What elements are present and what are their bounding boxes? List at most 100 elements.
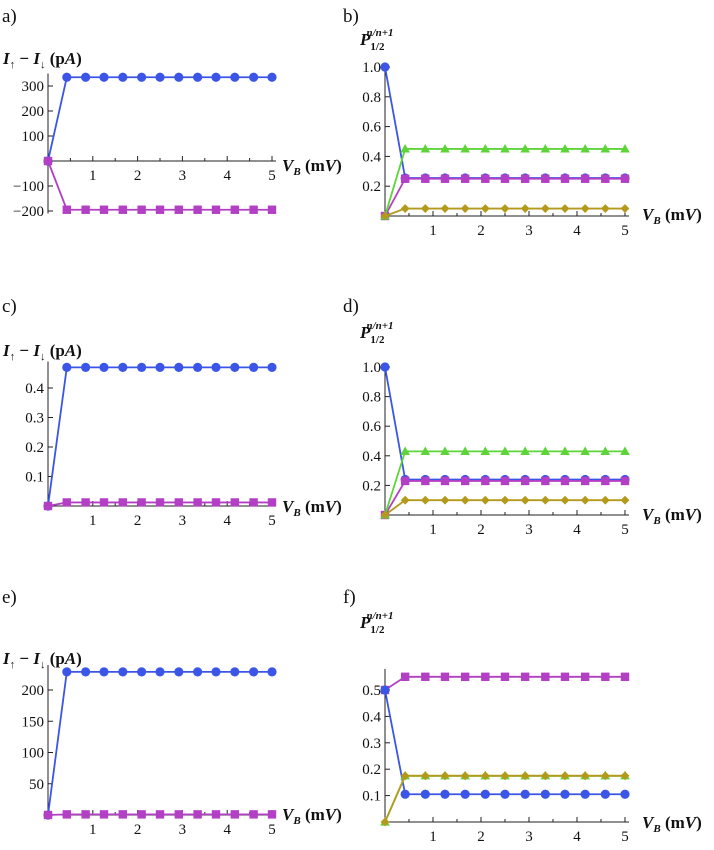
data-point	[43, 156, 53, 166]
series-line	[384, 774, 625, 823]
data-point	[118, 667, 128, 677]
x-tick-label: 3	[179, 168, 187, 184]
data-point	[62, 362, 72, 372]
data-point	[62, 498, 72, 507]
data-point	[267, 498, 277, 507]
data-point	[137, 72, 147, 82]
data-point	[400, 771, 410, 781]
data-point	[99, 498, 109, 507]
data-point	[421, 174, 430, 183]
data-point	[580, 789, 590, 799]
x-axis-label: VB (mV)	[642, 505, 702, 527]
data-point	[460, 771, 470, 781]
data-point	[460, 204, 470, 213]
data-point	[230, 72, 240, 82]
data-point	[440, 476, 450, 486]
y-tick-label: 0.1	[25, 470, 44, 486]
data-point	[500, 446, 510, 455]
data-point	[620, 143, 630, 153]
data-point	[600, 204, 610, 213]
panel-label: d)	[343, 296, 359, 317]
data-point	[99, 667, 109, 677]
y-tick-label: −100	[13, 179, 44, 195]
data-point	[601, 476, 610, 486]
data-point	[249, 498, 258, 507]
y-axis-label: I↑ − I↓ (pA)	[2, 49, 82, 71]
y-axis-label: P1/2n/n+1	[359, 27, 394, 53]
series-circle	[43, 72, 277, 166]
data-point	[520, 446, 530, 455]
x-tick-label: 4	[573, 829, 581, 845]
y-tick-label: 0.3	[25, 411, 44, 427]
data-point	[118, 205, 128, 214]
y-tick-label: 0.2	[25, 440, 44, 456]
data-point	[520, 789, 530, 799]
x-tick-label: 4	[223, 168, 231, 184]
data-point	[601, 174, 610, 183]
y-axis-label: I↑ − I↓ (pA)	[2, 341, 82, 363]
data-point	[500, 476, 510, 486]
data-point	[211, 362, 221, 372]
y-tick-label: 100	[22, 129, 45, 145]
series-circle	[380, 62, 630, 183]
data-point	[580, 771, 590, 781]
data-point	[380, 362, 390, 372]
data-point	[440, 789, 450, 799]
series-line	[384, 366, 625, 481]
data-point	[400, 672, 410, 681]
series-triangle	[380, 143, 630, 220]
chart-panel-f: f)P1/2n/n+1 VB (mV) 1 2 3 4 5 0.1 0.2 0.3 0.4 0.5	[343, 587, 702, 845]
x-axis-label: VB (mV)	[642, 205, 702, 227]
data-point	[560, 204, 570, 213]
y-tick-label: 200	[22, 104, 45, 120]
x-tick-label: 2	[477, 522, 485, 538]
data-point	[520, 771, 530, 781]
data-point	[174, 362, 184, 372]
data-point	[520, 174, 530, 183]
chart-panel-d: d)P1/2n/n+1 VB (mV) 1 2 3 4 5 0.2 0.4 0.6 0.8 1.0	[343, 296, 702, 538]
data-point	[460, 672, 470, 681]
data-point	[620, 174, 630, 183]
y-axis-label: P1/2n/n+1	[359, 610, 394, 636]
series-square	[380, 672, 630, 695]
data-point	[211, 810, 221, 819]
y-tick-label: 0.2	[362, 762, 381, 778]
x-tick-label: 1	[89, 822, 97, 838]
data-point	[600, 771, 610, 781]
y-tick-label: 0.6	[362, 120, 381, 136]
data-point	[118, 498, 128, 507]
y-tick-label: 200	[22, 683, 45, 699]
data-point	[600, 143, 611, 153]
data-point	[137, 205, 146, 214]
data-point	[249, 667, 259, 677]
data-point	[540, 446, 551, 455]
data-point	[560, 771, 570, 781]
data-point	[420, 204, 430, 213]
chart-panel-b: b)P1/2n/n+1 VB (mV) 1 2 3 4 5 0.2 0.4 0.6 0.8 1.0	[343, 6, 702, 239]
data-point	[600, 495, 610, 505]
series-square	[43, 156, 277, 214]
data-point	[500, 204, 510, 213]
x-tick-label: 1	[429, 829, 437, 845]
series-circle	[43, 362, 277, 511]
data-point	[267, 667, 277, 677]
y-tick-label: 0.2	[362, 478, 381, 494]
series-diamond	[380, 771, 630, 827]
data-point	[480, 204, 490, 213]
y-tick-label: −200	[13, 204, 44, 220]
data-point	[440, 771, 450, 781]
data-point	[81, 667, 91, 677]
data-point	[62, 72, 72, 82]
data-point	[118, 72, 128, 82]
panel-label: f)	[343, 587, 356, 608]
series-line	[384, 774, 625, 823]
y-tick-label: 50	[29, 777, 44, 793]
data-point	[460, 789, 470, 799]
data-point	[440, 204, 450, 213]
data-point	[267, 205, 277, 214]
data-point	[420, 771, 430, 781]
series-square	[43, 810, 277, 820]
x-tick-label: 3	[179, 822, 187, 838]
data-point	[500, 143, 510, 153]
data-point	[620, 476, 630, 486]
